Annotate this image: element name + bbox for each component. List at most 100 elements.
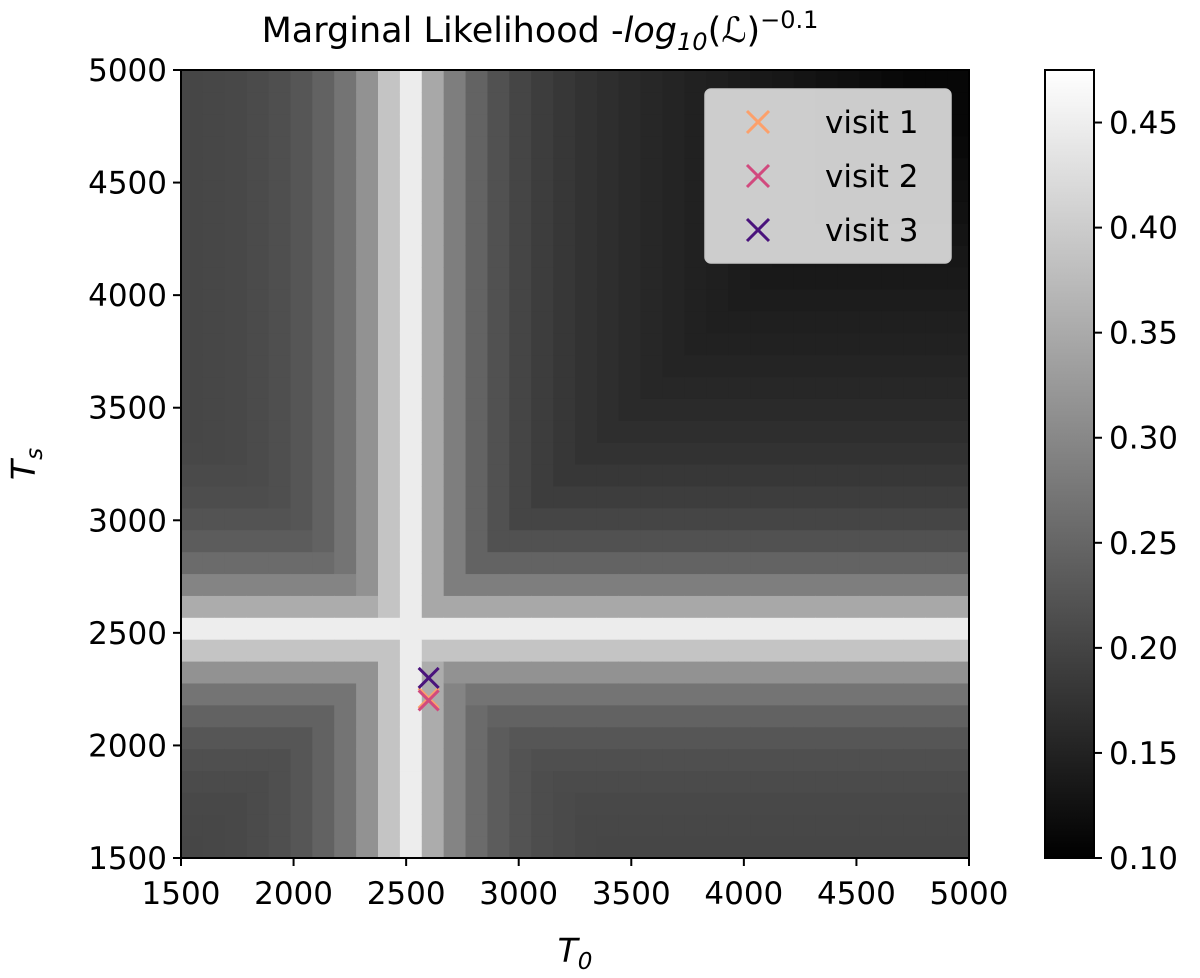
heatmap-cell — [181, 157, 204, 181]
heatmap-cell — [618, 179, 642, 202]
heatmap-cell — [553, 91, 576, 115]
heatmap-cell — [553, 179, 576, 202]
heatmap-cell — [224, 70, 248, 93]
heatmap-cell — [421, 551, 445, 575]
heatmap-cell — [531, 639, 554, 662]
heatmap-cell — [421, 288, 445, 312]
heatmap-cell — [947, 157, 970, 181]
heatmap-cell — [793, 726, 817, 750]
heatmap-cell — [378, 398, 401, 421]
heatmap-cell — [815, 70, 839, 93]
heatmap-cell — [312, 420, 335, 443]
heatmap-cell — [793, 770, 817, 793]
heatmap-cell — [596, 464, 620, 487]
heatmap-cell — [224, 814, 248, 837]
heatmap-cell — [443, 770, 467, 793]
colorbar-tick-label: 0.35 — [1109, 316, 1178, 352]
heatmap-cell — [640, 726, 664, 750]
colorbar-tick-label: 0.45 — [1109, 106, 1178, 142]
heatmap-cell — [202, 179, 226, 202]
heatmap-cell — [837, 814, 861, 837]
heatmap-cell — [487, 398, 510, 421]
heatmap-cell — [465, 595, 489, 618]
heatmap-cell — [334, 223, 357, 246]
heatmap-cell — [246, 661, 270, 684]
heatmap-cell — [421, 332, 445, 356]
heatmap-cell — [268, 836, 292, 859]
heatmap-cell — [531, 420, 554, 443]
heatmap-cell — [465, 376, 489, 399]
colorbar-tick-label: 0.10 — [1109, 841, 1178, 877]
heatmap-cell — [793, 398, 817, 421]
heatmap-cell — [903, 267, 926, 290]
heatmap-cell — [443, 485, 467, 509]
heatmap-cell — [465, 507, 489, 531]
heatmap-cell — [465, 617, 489, 640]
heatmap-cell — [640, 376, 664, 399]
heatmap-cell — [793, 551, 817, 575]
heatmap-cell — [925, 529, 948, 553]
heatmap-cells — [181, 70, 970, 859]
heatmap-cell — [881, 529, 904, 553]
heatmap-cell — [728, 485, 751, 509]
heatmap-cell — [706, 836, 729, 859]
heatmap-cell — [640, 551, 664, 575]
y-tick-label: 2000 — [88, 728, 167, 764]
legend-marker-3 — [745, 217, 771, 243]
heatmap-cell — [728, 288, 751, 312]
heatmap-cell — [399, 288, 423, 312]
heatmap-cell — [947, 639, 970, 662]
heatmap-cell — [793, 748, 817, 772]
heatmap-cell — [246, 179, 270, 202]
heatmap-cell — [509, 398, 532, 421]
heatmap-cell — [290, 748, 313, 772]
heatmap-cell — [903, 814, 926, 837]
heatmap-cell — [356, 464, 379, 487]
heatmap-cell — [618, 704, 642, 728]
heatmap-cell — [662, 682, 686, 706]
heatmap-cell — [793, 310, 817, 334]
heatmap-cell — [531, 836, 554, 859]
heatmap-cell — [224, 113, 248, 137]
heatmap-cell — [728, 836, 751, 859]
heatmap-cell — [246, 223, 270, 246]
heatmap-cell — [181, 770, 204, 793]
heatmap-cell — [181, 135, 204, 159]
heatmap-cell — [575, 135, 598, 159]
heatmap-cell — [421, 507, 445, 531]
heatmap-cell — [356, 223, 379, 246]
heatmap-cell — [706, 726, 729, 750]
y-axis-ticks: 1500 2000 2500 3000 3500 4000 4500 5000 — [88, 53, 181, 877]
heatmap-cell — [181, 398, 204, 421]
heatmap-cell — [793, 704, 817, 728]
heatmap-cell — [837, 310, 861, 334]
heatmap-cell — [772, 288, 795, 312]
heatmap-cell — [378, 464, 401, 487]
heatmap-cell — [553, 223, 576, 246]
heatmap-cell — [465, 420, 489, 443]
heatmap-cell — [837, 70, 861, 93]
heatmap-cell — [509, 442, 532, 465]
heatmap-cell — [224, 442, 248, 465]
heatmap-cell — [662, 376, 686, 399]
heatmap-cell — [268, 398, 292, 421]
heatmap-cell — [575, 682, 598, 706]
heatmap-cell — [181, 529, 204, 553]
heatmap-cell — [356, 310, 379, 334]
heatmap-cell — [925, 464, 948, 487]
heatmap-cell — [684, 179, 707, 202]
heatmap-cell — [378, 245, 401, 268]
heatmap-cell — [662, 551, 686, 575]
heatmap-cell — [487, 485, 510, 509]
heatmap-cell — [378, 770, 401, 793]
heatmap-cell — [531, 201, 554, 224]
heatmap-cell — [881, 398, 904, 421]
heatmap-cell — [684, 617, 707, 640]
heatmap-cell — [750, 573, 773, 596]
heatmap-cell — [334, 507, 357, 531]
heatmap-cell — [640, 354, 664, 378]
heatmap-cell — [662, 485, 686, 509]
heatmap-cell — [268, 617, 292, 640]
heatmap-cell — [728, 726, 751, 750]
heatmap-cell — [750, 70, 773, 93]
